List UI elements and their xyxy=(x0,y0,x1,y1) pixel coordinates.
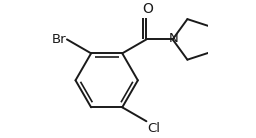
Text: N: N xyxy=(168,32,178,45)
Text: O: O xyxy=(143,2,154,16)
Text: Br: Br xyxy=(51,33,66,46)
Text: Cl: Cl xyxy=(147,122,160,135)
